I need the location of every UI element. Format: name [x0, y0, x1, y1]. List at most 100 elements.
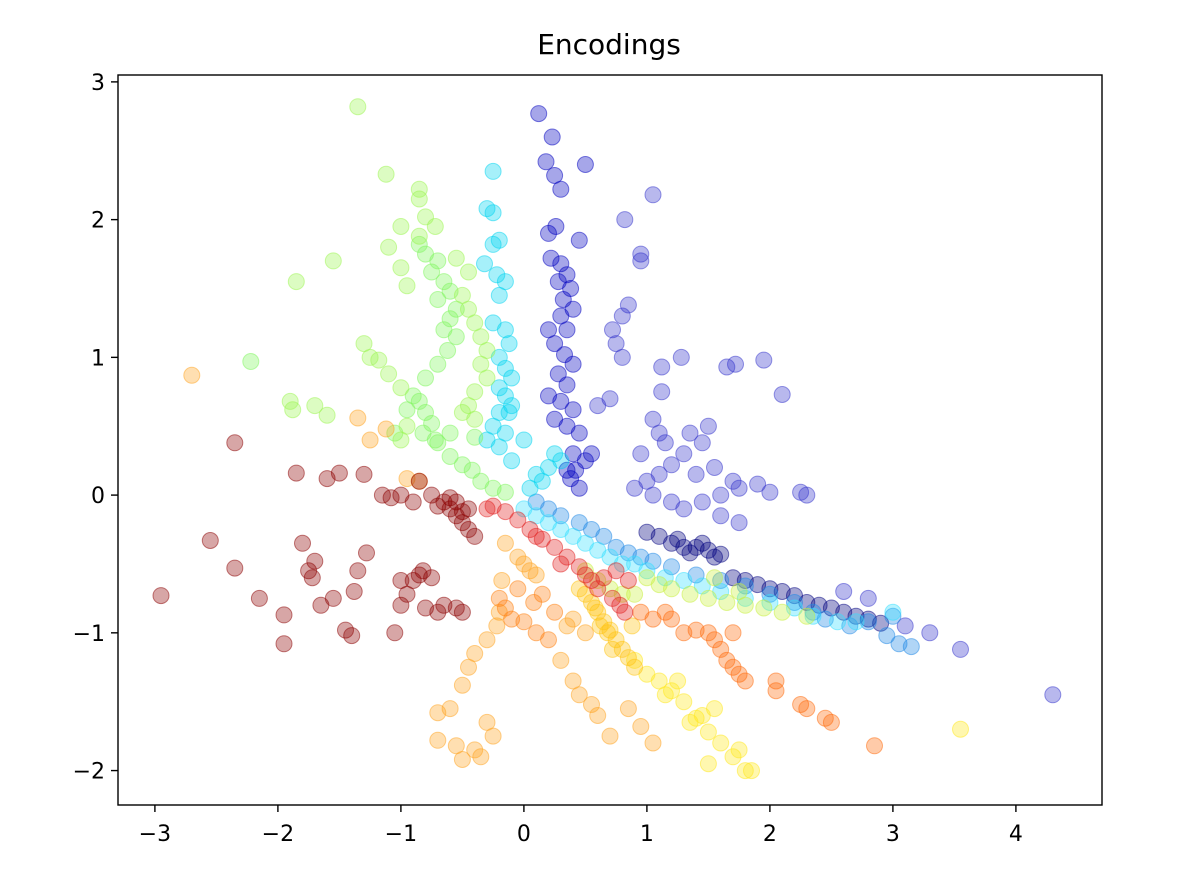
data-point: [377, 420, 395, 438]
data-point: [476, 255, 493, 273]
data-point: [706, 569, 723, 587]
data-point: [410, 190, 428, 208]
data-point: [730, 583, 748, 600]
x-tick-label: 3: [886, 822, 900, 847]
data-point: [294, 534, 311, 552]
x-tick-label: −3: [139, 822, 171, 847]
data-point: [653, 358, 671, 376]
data-point: [484, 162, 502, 180]
data-point: [453, 456, 471, 474]
data-point: [712, 734, 730, 752]
x-tick-label: 1: [640, 822, 654, 847]
data-point: [699, 624, 717, 642]
data-point: [675, 693, 693, 711]
data-point: [829, 613, 846, 631]
data-point: [607, 562, 625, 580]
y-tick-label: −1: [73, 622, 105, 647]
data-point: [804, 607, 822, 625]
data-point: [324, 589, 342, 607]
data-point: [604, 321, 621, 339]
data-point: [410, 392, 428, 410]
data-point: [699, 417, 717, 435]
data-point: [306, 397, 324, 415]
data-point: [767, 682, 785, 700]
data-point: [675, 500, 693, 518]
data-point: [619, 700, 637, 718]
data-point: [718, 594, 736, 611]
data-point: [466, 410, 484, 428]
data-point: [687, 465, 705, 483]
data-point: [552, 392, 570, 410]
data-point: [484, 204, 502, 222]
data-point: [226, 559, 244, 577]
data-point: [570, 479, 588, 497]
data-point: [952, 720, 969, 738]
data-point: [712, 507, 730, 525]
data-point: [556, 346, 573, 364]
data-point: [884, 607, 902, 625]
data-point: [441, 448, 459, 465]
data-point: [632, 718, 650, 735]
data-point: [466, 428, 484, 446]
data-point: [663, 456, 680, 474]
data-point: [706, 459, 723, 476]
data-point: [558, 376, 576, 394]
data-point: [786, 594, 803, 611]
y-tick-label: 2: [91, 209, 105, 234]
data-point: [921, 624, 939, 642]
data-point: [429, 603, 447, 621]
y-axis: −2 −1 0 1 2 3: [73, 71, 118, 785]
data-point: [712, 486, 730, 504]
data-point: [604, 640, 621, 658]
data-point: [540, 224, 557, 242]
data-point: [521, 521, 539, 538]
data-point: [884, 603, 902, 621]
data-point: [693, 707, 711, 724]
data-point: [736, 672, 754, 690]
data-point: [591, 617, 609, 635]
data-point: [423, 263, 441, 281]
data-point: [284, 401, 302, 419]
data-point: [644, 734, 662, 752]
data-point: [706, 631, 723, 649]
data-point: [583, 696, 600, 713]
x-tick-label: 4: [1009, 822, 1023, 847]
data-point: [706, 548, 723, 566]
data-point: [724, 624, 742, 642]
data-point: [552, 255, 570, 273]
data-point: [730, 665, 748, 683]
y-tick-label: 0: [91, 484, 105, 509]
data-point: [370, 351, 388, 369]
data-point: [380, 238, 398, 256]
x-tick-label: −2: [262, 822, 294, 847]
data-point: [478, 369, 496, 387]
data-point: [607, 631, 625, 649]
data-point: [490, 286, 508, 304]
data-point: [349, 562, 367, 580]
data-point: [564, 401, 582, 419]
data-point: [345, 583, 363, 600]
data-point: [546, 603, 564, 621]
data-point: [681, 585, 699, 603]
data-point: [835, 583, 853, 600]
data-point: [287, 273, 305, 291]
data-point: [429, 434, 447, 452]
data-point: [619, 296, 637, 314]
data-point: [527, 527, 545, 545]
data-point: [201, 532, 219, 549]
data-point: [490, 589, 508, 607]
data-point: [515, 431, 533, 449]
data-point: [349, 409, 367, 427]
y-tick-label: −2: [73, 760, 105, 785]
data-point: [699, 755, 717, 773]
data-point: [392, 596, 410, 614]
data-point: [564, 355, 582, 373]
data-point: [429, 355, 447, 373]
points-layer: [152, 98, 1062, 780]
data-point: [570, 231, 588, 249]
data-point: [693, 493, 711, 511]
data-point: [669, 530, 687, 548]
data-point: [599, 624, 616, 642]
data-point: [515, 555, 533, 573]
